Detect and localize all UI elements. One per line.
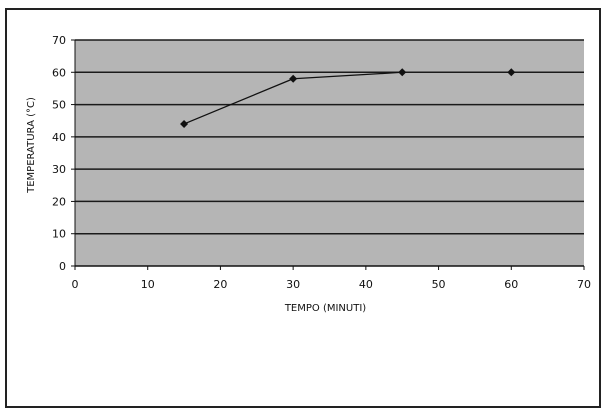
y-tick-label-30: 30 [52, 163, 66, 176]
axes [71, 39, 585, 270]
y-tick-label-70: 70 [52, 34, 66, 47]
series-temperature [180, 68, 516, 128]
x-tick-label-70: 70 [577, 278, 591, 291]
y-tick-label-10: 10 [52, 228, 66, 241]
x-tick-label-60: 60 [504, 278, 518, 291]
x-tick-label-30: 30 [286, 278, 300, 291]
plot-area [75, 40, 584, 266]
data-point-30 [289, 74, 298, 83]
series-line-0-1 [183, 78, 294, 125]
gridlines [75, 39, 584, 235]
data-point-60 [507, 68, 516, 77]
x-axis-title: TEMPO (MINUTI) [284, 303, 366, 314]
y-tick-labels: 0 10 20 30 40 50 60 70 [52, 34, 66, 273]
data-point-15 [180, 119, 189, 128]
y-tick-label-50: 50 [52, 99, 66, 112]
x-tick-label-20: 20 [213, 278, 227, 291]
y-tick-label-60: 60 [52, 66, 66, 79]
data-point-45 [398, 68, 407, 77]
x-tick-label-40: 40 [359, 278, 373, 291]
x-tick-label-50: 50 [432, 278, 446, 291]
x-tick-label-10: 10 [141, 278, 155, 291]
y-axis-title: TEMPERATURA (°C) [26, 97, 37, 194]
x-tick-label-0: 0 [72, 278, 79, 291]
y-tick-label-40: 40 [52, 131, 66, 144]
y-tick-label-20: 20 [52, 195, 66, 208]
y-tick-label-0: 0 [59, 260, 66, 273]
series-line-1-2 [293, 71, 403, 80]
x-tick-labels: 0 10 20 30 40 50 60 70 [72, 278, 592, 291]
